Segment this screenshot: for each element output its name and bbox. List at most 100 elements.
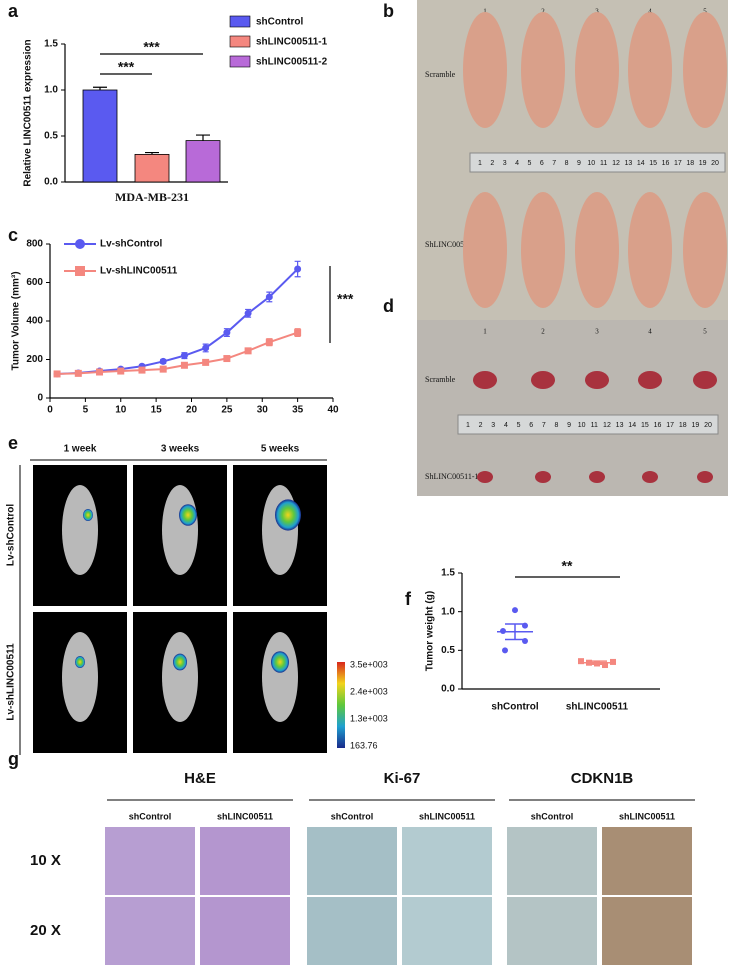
y-tick-label: 1.0 — [441, 606, 455, 617]
point — [138, 366, 146, 374]
error-bar — [587, 660, 607, 666]
y-tick-label: 200 — [26, 354, 43, 365]
point — [180, 361, 188, 369]
micrograph — [200, 897, 290, 965]
row-label: 10 X — [30, 852, 61, 869]
ruler-number: 7 — [542, 422, 546, 429]
significance-label: ** — [562, 558, 573, 574]
error-bar — [93, 86, 107, 90]
ruler-number: 9 — [577, 160, 581, 167]
x-tick-label: 5 — [83, 405, 89, 416]
point — [202, 358, 210, 366]
significance-label: *** — [143, 39, 160, 55]
x-tick-label: 35 — [292, 405, 304, 416]
y-axis-label: Relative LINC00511 expression — [23, 39, 34, 186]
ruler-number: 11 — [600, 160, 607, 167]
signal — [83, 509, 93, 521]
ruler-number: 2 — [490, 160, 494, 167]
ruler-number: 5 — [517, 422, 521, 429]
ruler-number: 6 — [540, 160, 544, 167]
x-tick-label: 30 — [257, 405, 269, 416]
tumor — [638, 371, 662, 389]
legend-swatch — [229, 35, 251, 48]
micrograph — [307, 897, 397, 965]
condition-label: shControl — [531, 811, 574, 821]
panel-label: e — [8, 433, 18, 453]
ruler-number: 15 — [649, 160, 657, 167]
panel-label: d — [383, 296, 394, 316]
panel-label: b — [383, 1, 394, 21]
signal — [271, 651, 289, 673]
mouse — [683, 192, 727, 308]
ruler-number: 14 — [628, 422, 636, 429]
ruler-number: 16 — [654, 422, 662, 429]
point — [265, 338, 273, 346]
mouse — [463, 192, 507, 308]
ruler-number: 11 — [591, 422, 598, 429]
mouse — [463, 12, 507, 128]
group-title: H&E — [184, 770, 216, 787]
mouse-number: 2 — [541, 328, 545, 336]
y-axis-label: Tumor weight (g) — [425, 591, 436, 671]
legend-swatch — [229, 15, 251, 28]
ruler-number: 5 — [528, 160, 532, 167]
x-tick-label: 15 — [151, 405, 163, 416]
ruler-number: 17 — [674, 160, 682, 167]
tumor — [589, 471, 605, 483]
mouse — [683, 12, 727, 128]
point — [96, 368, 104, 376]
colorbar-label: 163.76 — [350, 740, 378, 750]
x-tick-label: shControl — [491, 702, 538, 713]
ruler-number: 13 — [616, 422, 624, 429]
y-tick-label: 1.5 — [441, 568, 455, 579]
mouse-number: 4 — [648, 8, 652, 16]
condition-label: shLINC00511 — [419, 811, 475, 821]
point — [180, 352, 188, 360]
micrograph — [507, 827, 597, 895]
x-tick-label: 40 — [327, 405, 339, 416]
y-tick-label: 400 — [26, 316, 43, 327]
y-tick-label: 600 — [26, 277, 43, 288]
group-title: CDKN1B — [571, 770, 634, 787]
row-label: Scramble — [425, 70, 456, 79]
ruler-number: 16 — [662, 160, 670, 167]
ruler-number: 7 — [552, 160, 556, 167]
ruler-number: 20 — [711, 160, 719, 167]
condition-label: shLINC00511 — [619, 811, 675, 821]
error-bar — [505, 623, 525, 641]
panel-label: c — [8, 225, 18, 245]
point — [53, 370, 61, 378]
ruler-number: 1 — [478, 160, 482, 167]
mouse-silhouette — [62, 485, 98, 575]
point — [244, 309, 252, 317]
point — [294, 265, 302, 273]
micrograph — [402, 827, 492, 895]
mouse-number: 5 — [703, 328, 707, 336]
tumor — [535, 471, 551, 483]
point — [159, 365, 167, 373]
micrograph — [307, 827, 397, 895]
ruler-number: 12 — [612, 160, 620, 167]
ruler-number: 19 — [691, 422, 699, 429]
mouse-number: 3 — [595, 8, 599, 16]
legend-label: Lv-shLINC00511 — [100, 266, 178, 277]
condition-label: shLINC00511 — [217, 811, 273, 821]
micrograph — [507, 897, 597, 965]
ruler — [469, 152, 726, 173]
signal — [179, 504, 197, 526]
tumor — [585, 371, 609, 389]
point — [265, 293, 273, 301]
y-axis-label: Tumor Volume (mm³) — [11, 271, 22, 370]
bar — [185, 140, 221, 183]
row-label: ShLINC00511-1# — [425, 240, 482, 249]
ruler-number: 18 — [679, 422, 687, 429]
significance-label: *** — [118, 59, 135, 75]
ruler-number: 17 — [666, 422, 674, 429]
x-tick-label: shLINC00511 — [566, 702, 629, 713]
panel-label: a — [8, 1, 19, 21]
tumor — [473, 371, 497, 389]
error-bar — [196, 134, 210, 141]
ruler-number: 14 — [637, 160, 645, 167]
bar — [82, 89, 118, 183]
